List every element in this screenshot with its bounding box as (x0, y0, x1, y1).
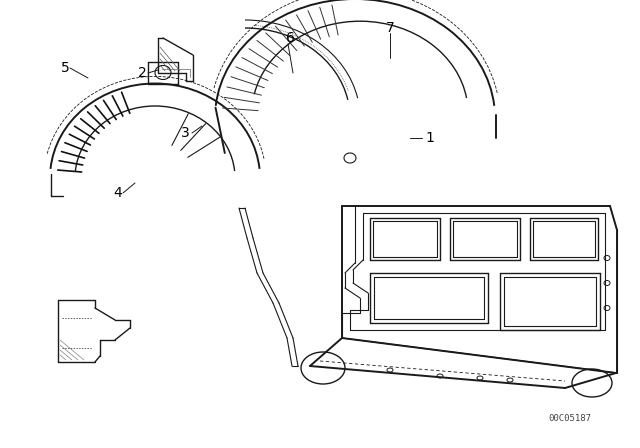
Text: 1: 1 (426, 131, 435, 145)
Text: 4: 4 (114, 186, 122, 200)
Text: 3: 3 (180, 126, 189, 140)
Text: 6: 6 (285, 31, 294, 45)
Text: 2: 2 (138, 66, 147, 80)
Text: 00C05187: 00C05187 (548, 414, 591, 422)
Text: 7: 7 (386, 21, 394, 35)
Text: 5: 5 (61, 61, 69, 75)
